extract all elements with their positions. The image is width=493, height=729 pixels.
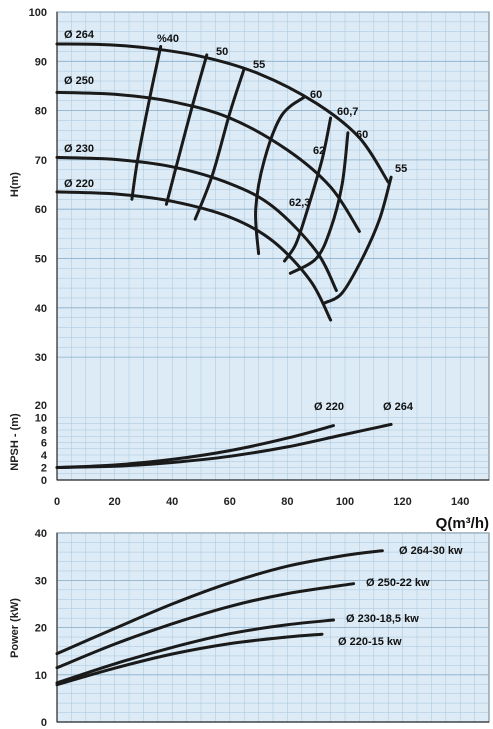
head-y-tick-label: 60 [35,204,47,216]
power-curve-2 [55,582,356,670]
power-curve-label: Ø 220-15 kw [338,636,402,648]
efficiency-line-7 [323,175,393,305]
power-curve-3 [55,618,335,685]
x-tick-label: 80 [281,496,293,508]
head-axis-label: H(m) [9,172,21,197]
npsh-curve-label: Ø 220 [314,401,344,413]
npsh-y-tick-label: 4 [41,450,48,462]
x-tick-label: 40 [166,496,178,508]
x-tick-label: 0 [54,496,60,508]
power-axis-label: Power (kW) [9,598,21,658]
head-curve-3 [55,155,338,292]
npsh-y-tick-label: 0 [41,475,47,487]
power-curve-label: Ø 230-18,5 kw [346,613,419,625]
head-curve-label: Ø 230 [64,143,94,155]
power-curve-label: Ø 250-22 kw [366,577,430,589]
efficiency-label: 55 [253,59,265,71]
efficiency-line-1 [130,45,163,201]
efficiency-label: 55 [395,163,407,175]
head-y-tick-label: 70 [35,155,47,167]
x-tick-label: 140 [451,496,469,508]
npsh-y-tick-label: 2 [41,463,47,475]
power-y-tick-label: 40 [35,528,47,540]
power-y-tick-label: 20 [35,623,47,635]
x-tick-label: 60 [224,496,236,508]
efficiency-label: 50 [216,46,228,58]
x-tick-label: 20 [108,496,120,508]
power-y-tick-label: 10 [35,670,47,682]
head-y-tick-label: 30 [35,352,47,364]
head-curve-label: Ø 264 [64,29,95,41]
head-y-tick-label: 90 [35,56,47,68]
npsh-y-tick-label: 8 [41,425,47,437]
head-curve-1 [55,42,390,184]
head-curve-4 [55,190,333,322]
head-y-tick-label: 40 [35,303,47,315]
head-y-tick-label: 100 [29,7,47,19]
efficiency-label: 60,7 [337,106,358,118]
head-curve-label: Ø 250 [64,75,94,87]
efficiency-line-5 [283,116,333,263]
efficiency-inner-label: 62,3 [289,197,310,209]
power-curve-1 [55,549,384,656]
npsh-y-tick-label: 20 [35,400,47,412]
power-curve-4 [55,632,324,687]
efficiency-label: 60 [356,129,368,141]
power-curve-label: Ø 264-30 kw [399,545,463,557]
efficiency-line-3 [193,67,246,221]
efficiency-line-2 [164,53,209,206]
efficiency-label: %40 [157,33,179,45]
head-y-tick-label: 80 [35,106,47,118]
efficiency-line-4 [254,95,307,256]
efficiency-label: 60 [310,89,322,101]
npsh-curve-2 [55,422,393,469]
efficiency-inner-label: 62 [313,145,325,157]
head-curve-label: Ø 220 [64,178,94,190]
npsh-curve-label: Ø 264 [383,401,414,413]
npsh-y-tick-label: 6 [41,438,47,450]
head-y-tick-label: 50 [35,254,47,266]
x-tick-label: 120 [393,496,411,508]
power-y-tick-label: 30 [35,575,47,587]
x-tick-label: 100 [336,496,354,508]
efficiency-line-6 [288,131,350,275]
power-y-tick-label: 0 [41,717,47,729]
npsh-y-tick-label: 10 [35,413,47,425]
npsh-axis-label: NPSH - (m) [9,413,21,471]
flow-axis-label: Q(m³/h) [436,515,489,532]
